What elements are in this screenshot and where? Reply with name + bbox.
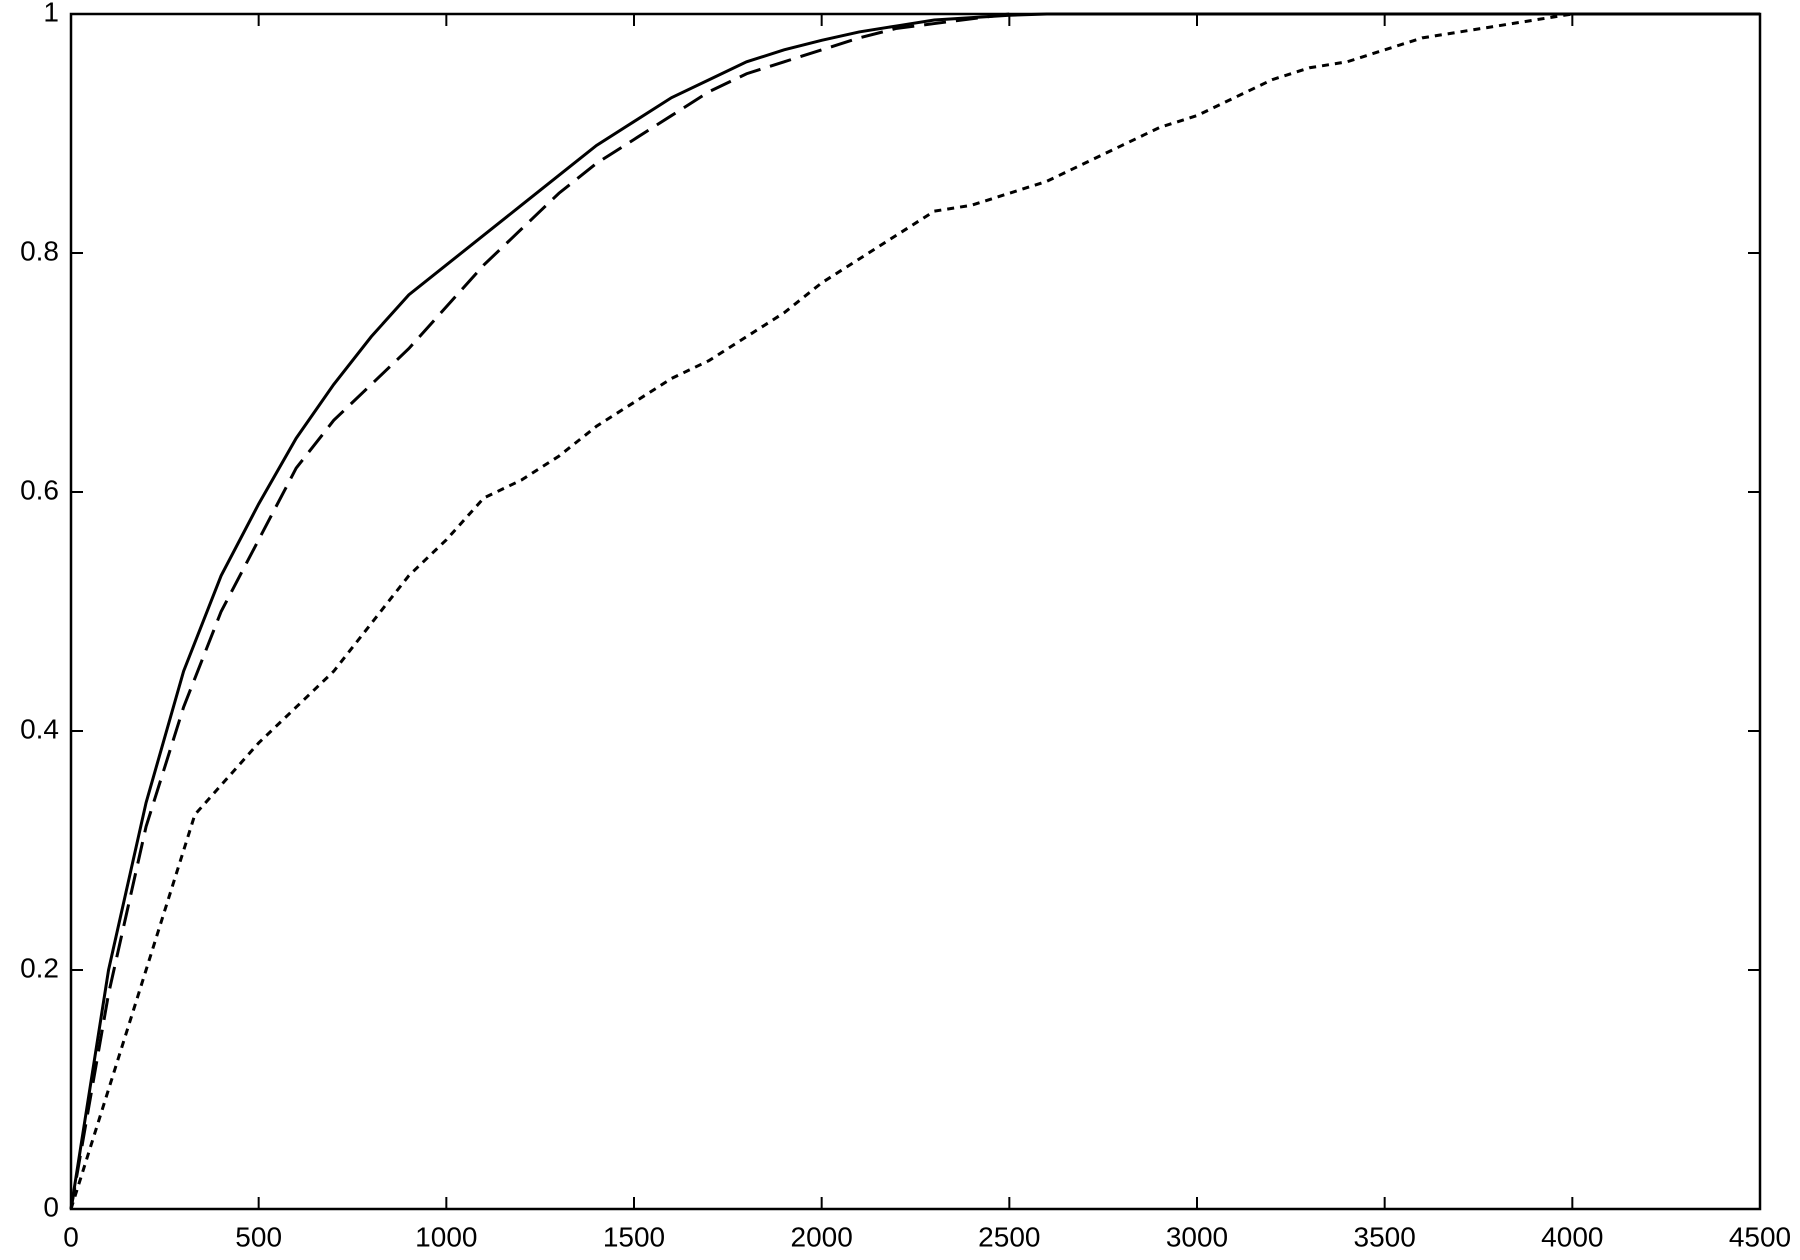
plot-frame — [69, 12, 1762, 1211]
series-line — [69, 12, 1010, 1210]
x-tick-label: 4500 — [1729, 1221, 1791, 1252]
y-tick-label: 0.2 — [20, 952, 59, 983]
x-tick-label: 4000 — [1541, 1221, 1603, 1252]
x-tick-label: 1500 — [603, 1221, 665, 1252]
x-tick-label: 1000 — [415, 1221, 477, 1252]
y-tick-label: 0.6 — [20, 474, 59, 505]
y-tick-label: 0.4 — [20, 713, 59, 744]
x-tick-label: 2000 — [791, 1221, 853, 1252]
y-tick-label: 1 — [43, 0, 59, 27]
series-line — [69, 12, 1760, 1210]
x-tick-label: 0 — [63, 1221, 79, 1252]
y-tick-label: 0.8 — [20, 235, 59, 266]
x-tick-label: 2500 — [978, 1221, 1040, 1252]
x-tick-label: 3500 — [1354, 1221, 1416, 1252]
series-line — [69, 12, 1573, 1210]
y-tick-label: 0 — [43, 1191, 59, 1222]
x-tick-label: 3000 — [1166, 1221, 1228, 1252]
x-tick-label: 500 — [235, 1221, 282, 1252]
